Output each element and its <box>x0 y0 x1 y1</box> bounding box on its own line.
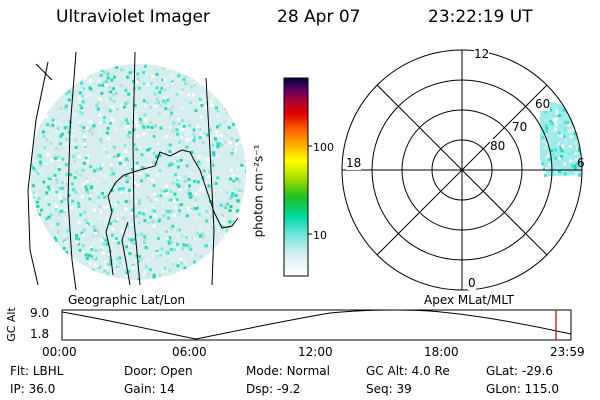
timeline-x-tick-2: 12:00 <box>298 345 333 359</box>
mlt-label-18: 18 <box>346 156 362 170</box>
status-dsp: Dsp: -9.2 <box>246 382 301 396</box>
colorbar-tick-10: 10 <box>313 229 327 242</box>
timeline-x-tick-3: 18:00 <box>424 345 459 359</box>
instrument-title: Ultraviolet Imager <box>56 7 210 27</box>
colorbar <box>283 77 312 277</box>
mlt-label-6: 6 <box>577 156 585 170</box>
status-gc-alt: GC Alt: 4.0 Re <box>366 364 450 378</box>
mlt-label-0: 0 <box>468 276 476 290</box>
date-label: 28 Apr 07 <box>277 7 361 27</box>
timeline-y-tick-max: 9.0 <box>30 306 50 320</box>
altitude-curve <box>61 309 572 340</box>
status-filter: Flt: LBHL <box>10 364 64 378</box>
timeline-left-title: Geographic Lat/Lon <box>68 293 186 307</box>
timeline-right-title: Apex MLat/MLT <box>424 293 514 307</box>
status-glat: GLat: -29.6 <box>486 364 553 378</box>
mlat-label-70: 70 <box>512 120 528 134</box>
mlat-label-80: 80 <box>490 139 506 153</box>
timeline-x-tick-4: 23:59 <box>550 345 585 359</box>
longitude-lines <box>27 51 215 291</box>
status-seq: Seq: 39 <box>366 382 412 396</box>
earth-disk <box>30 64 246 280</box>
coastline-west <box>121 221 131 286</box>
polar-grid <box>341 49 583 291</box>
timeline-y-tick-min: 1.8 <box>30 327 50 341</box>
status-ip: IP: 36.0 <box>10 382 56 396</box>
mlat-label-60: 60 <box>535 97 551 111</box>
status-door: Door: Open <box>124 364 193 378</box>
status-glon: GLon: 115.0 <box>486 382 559 396</box>
time-label: 23:22:19 UT <box>428 7 533 27</box>
colorbar-tick-100: 100 <box>313 141 334 154</box>
mlt-label-12: 12 <box>474 47 490 61</box>
timeline-x-tick-0: 00:00 <box>42 345 77 359</box>
status-gain: Gain: 14 <box>124 382 175 396</box>
status-mode: Mode: Normal <box>246 364 330 378</box>
timeline-x-tick-1: 06:00 <box>172 345 207 359</box>
